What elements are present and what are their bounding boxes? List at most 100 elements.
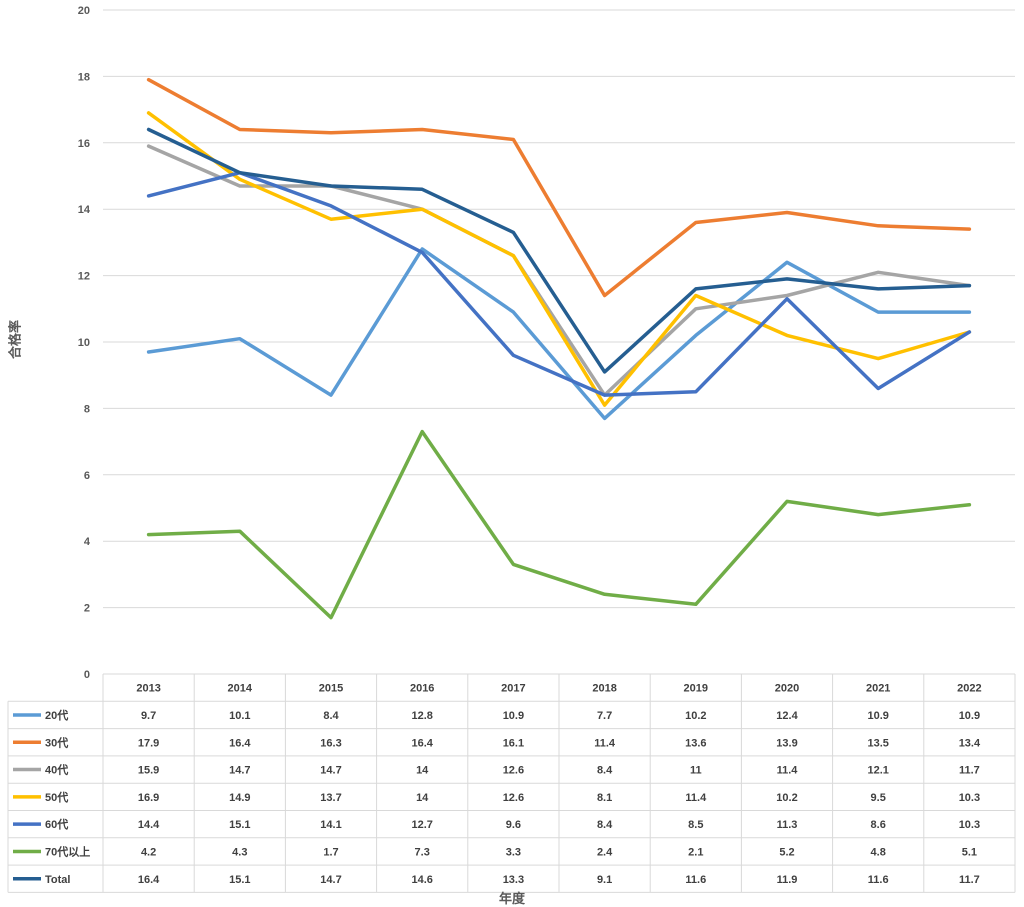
legend-entry: 20代 [45, 708, 68, 722]
data-label: 10.3 [959, 792, 980, 804]
data-label: 7.7 [597, 710, 612, 722]
data-label: 12.6 [503, 792, 524, 804]
data-label: 12.4 [776, 710, 798, 722]
data-label: 13.6 [685, 737, 706, 749]
data-label: 15.1 [229, 819, 250, 831]
data-table: 2013 2014 2015 2016 2017 2018 2019 2020 2021 2022… [7, 673, 1016, 893]
data-label: 16.9 [138, 792, 159, 804]
data-label: 10.9 [503, 710, 524, 722]
data-label: 9.7 [141, 710, 156, 722]
data-label: 10.9 [867, 710, 888, 722]
x-tick-label: 2018 [592, 683, 616, 695]
x-tick-label: 2019 [684, 683, 708, 695]
data-label: 12.1 [867, 765, 888, 777]
data-label: 14.7 [320, 874, 341, 886]
data-label: 13.4 [959, 737, 981, 749]
legend-entry: 60代 [45, 817, 68, 831]
series-line-0 [146, 247, 972, 421]
legend-entry: 40代 [45, 763, 68, 777]
data-label: 12.6 [503, 765, 524, 777]
data-label: 11.6 [868, 874, 889, 886]
data-label: 14.9 [229, 792, 250, 804]
legend-entry: 30代 [45, 735, 68, 749]
data-label: 9.6 [506, 819, 521, 831]
series-line-4 [146, 170, 972, 397]
data-label: 14 [416, 765, 429, 777]
data-label: 8.4 [323, 710, 339, 722]
data-label: 12.8 [411, 710, 432, 722]
series-line-6 [146, 127, 972, 374]
x-tick-label: 2022 [957, 683, 981, 695]
data-label: 15.1 [229, 874, 250, 886]
y-tick-label: 0 [84, 669, 90, 681]
data-label: 8.1 [597, 792, 612, 804]
x-tick-label: 2021 [866, 683, 890, 695]
data-label: 4.2 [141, 846, 156, 858]
data-label: 14.4 [138, 819, 160, 831]
data-label: 9.5 [871, 792, 886, 804]
x-tick-label: 2017 [501, 683, 525, 695]
series-line-5 [146, 429, 972, 620]
data-label: 15.9 [138, 765, 159, 777]
data-label: 5.1 [962, 846, 977, 858]
data-label: 12.7 [411, 819, 432, 831]
data-label: 8.4 [597, 819, 613, 831]
data-label: 14.7 [229, 765, 250, 777]
x-tick-label: 2014 [228, 683, 253, 695]
x-axis-label: 年度 [498, 892, 525, 907]
data-label: 11.7 [959, 874, 980, 886]
data-label: 13.9 [776, 737, 797, 749]
data-label: 10.2 [776, 792, 797, 804]
data-label: 2.1 [688, 846, 703, 858]
data-label: 3.3 [506, 846, 521, 858]
data-label: 16.4 [229, 737, 251, 749]
x-tick-label: 2016 [410, 683, 434, 695]
data-label: 16.4 [138, 874, 160, 886]
legend-entry: 50代 [45, 790, 68, 804]
y-tick-label: 16 [78, 138, 90, 150]
data-label: 4.3 [232, 846, 247, 858]
data-label: 16.1 [503, 737, 524, 749]
y-tick-label: 2 [84, 603, 90, 615]
data-label: 14 [416, 792, 429, 804]
x-tick-label: 2020 [775, 683, 799, 695]
x-tick-label: 2015 [319, 683, 343, 695]
data-label: 2.4 [597, 846, 613, 858]
data-label: 16.4 [411, 737, 433, 749]
y-tick-label: 18 [78, 71, 90, 83]
data-label: 14.7 [320, 765, 341, 777]
data-label: 11.6 [685, 874, 706, 886]
data-label: 11.4 [594, 737, 616, 749]
data-label: 13.7 [320, 792, 341, 804]
data-label: 11.3 [777, 819, 798, 831]
y-tick-label: 6 [84, 470, 90, 482]
y-tick-label: 4 [84, 536, 91, 548]
data-label: 14.6 [411, 874, 432, 886]
data-label: 8.6 [871, 819, 886, 831]
series-line-3 [146, 111, 972, 407]
y-tick-label: 14 [78, 204, 91, 216]
data-label: 11.9 [777, 874, 798, 886]
data-label: 9.1 [597, 874, 612, 886]
data-label: 11.7 [959, 765, 980, 777]
data-label: 13.5 [867, 737, 888, 749]
data-label: 7.3 [415, 846, 430, 858]
series-lines [146, 77, 972, 620]
data-label: 10.3 [959, 819, 980, 831]
y-axis-label: 合格率 [8, 320, 24, 360]
data-label: 14.1 [320, 819, 341, 831]
data-label: 13.3 [503, 874, 524, 886]
y-tick-label: 12 [78, 271, 90, 283]
legend-entry: 70代以上 [45, 844, 90, 858]
y-tick-label: 10 [78, 337, 90, 349]
data-label: 11 [690, 765, 702, 777]
data-label: 10.2 [685, 710, 706, 722]
data-label: 8.5 [688, 819, 703, 831]
data-label: 5.2 [779, 846, 794, 858]
data-label: 1.7 [323, 846, 338, 858]
data-label: 16.3 [320, 737, 341, 749]
legend-entry: Total [45, 874, 70, 886]
series-line-1 [146, 77, 972, 298]
data-label: 10.9 [959, 710, 980, 722]
